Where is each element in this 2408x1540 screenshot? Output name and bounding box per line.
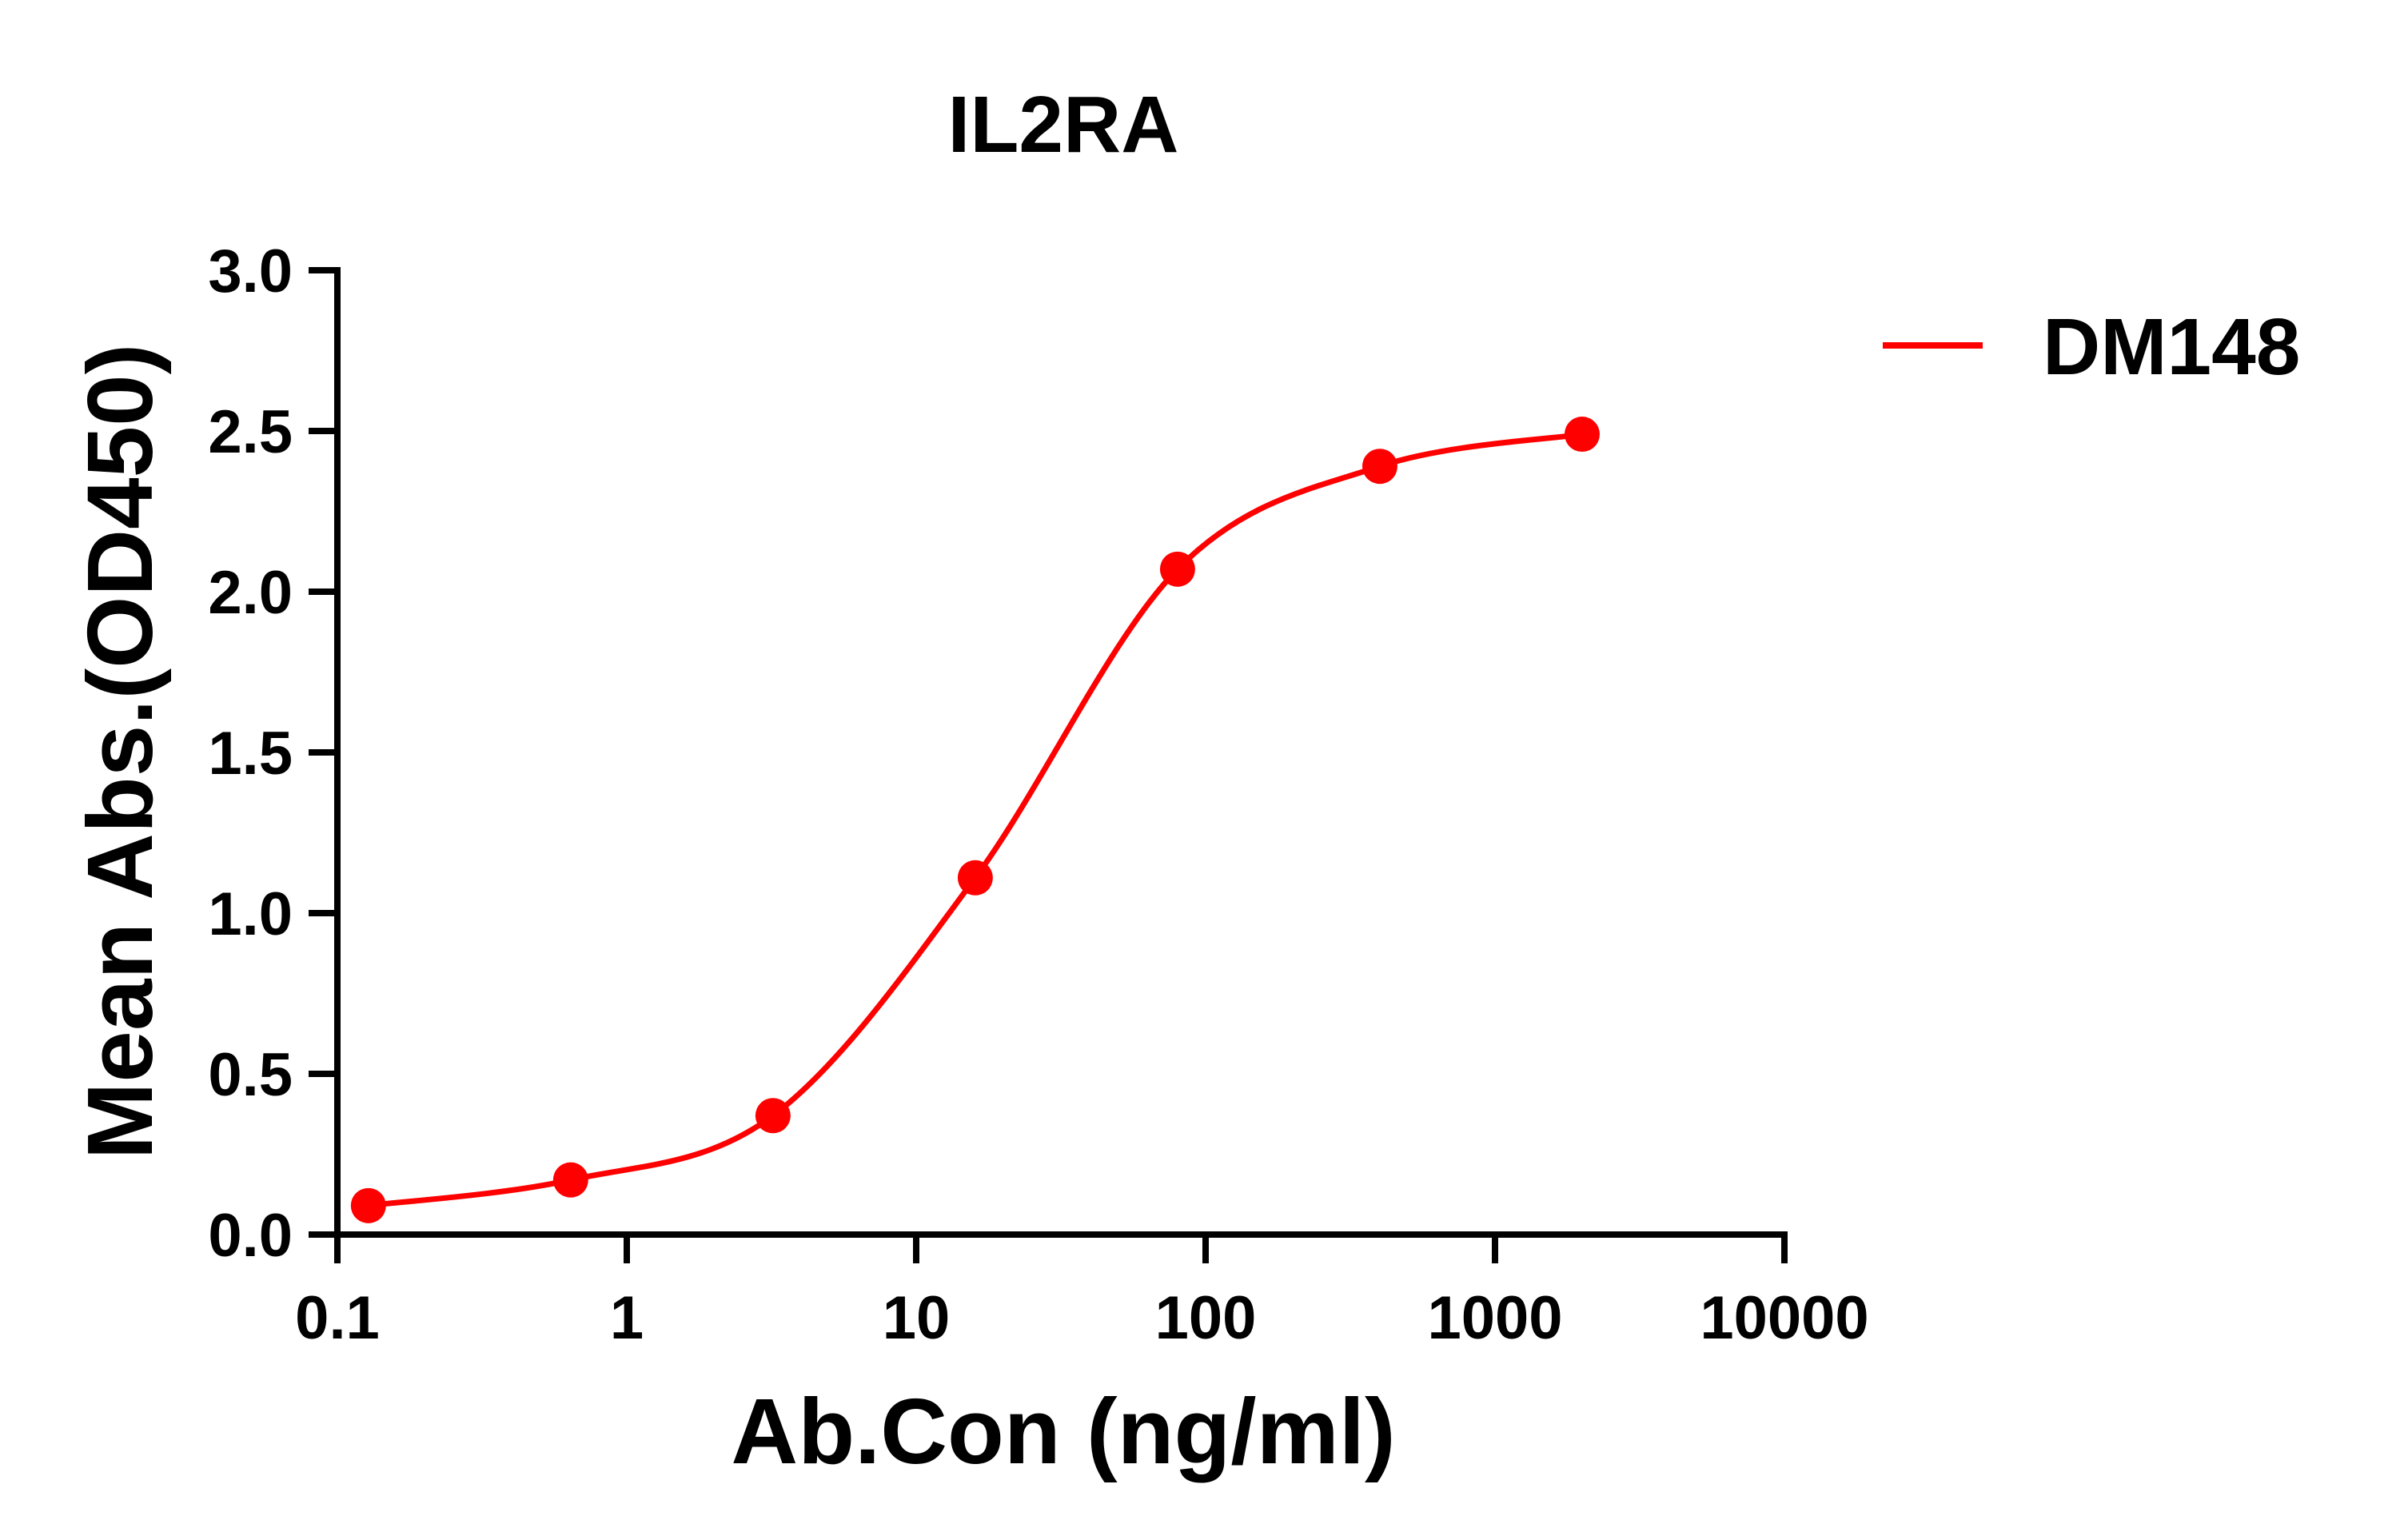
- data-point: [1361, 449, 1397, 485]
- data-point: [1159, 551, 1195, 587]
- series-layer: [350, 417, 1600, 1223]
- y-tick-label: 0.0: [208, 1202, 293, 1270]
- data-point: [1564, 417, 1600, 453]
- x-axis-title: Ab.Con (ng/ml): [731, 1379, 1395, 1483]
- y-tick-label: 3.0: [208, 237, 293, 305]
- x-tick-label: 10: [883, 1284, 951, 1352]
- legend: DM148: [1883, 302, 2300, 392]
- x-tick-label: 1: [610, 1284, 644, 1352]
- y-tick-label: 2.0: [208, 559, 293, 627]
- chart-title: IL2RA: [948, 80, 1179, 170]
- fit-curve-dm148: [368, 431, 1583, 1209]
- data-point: [957, 860, 993, 896]
- y-axis-title: Mean Abs.(OD450): [68, 344, 172, 1160]
- x-tick-label: 0.1: [295, 1284, 380, 1352]
- x-tick-label: 1000: [1427, 1284, 1562, 1352]
- y-tick-label: 1.5: [208, 720, 293, 788]
- y-tick-label: 2.5: [208, 398, 293, 466]
- y-tick-label: 0.5: [208, 1041, 293, 1109]
- x-tick-label: 100: [1155, 1284, 1257, 1352]
- legend-label-dm148: DM148: [2043, 302, 2300, 392]
- y-tick-label: 1.0: [208, 880, 293, 948]
- x-tick-label: 10000: [1700, 1284, 1868, 1352]
- data-point: [552, 1162, 588, 1198]
- x-axis: 0.1 1 10 100 1000 10000: [295, 1231, 1869, 1352]
- y-axis: 0.0 0.5 1.0 1.5 2.0 2.5 3.0: [208, 237, 341, 1270]
- data-point: [755, 1098, 791, 1134]
- data-point: [350, 1187, 386, 1223]
